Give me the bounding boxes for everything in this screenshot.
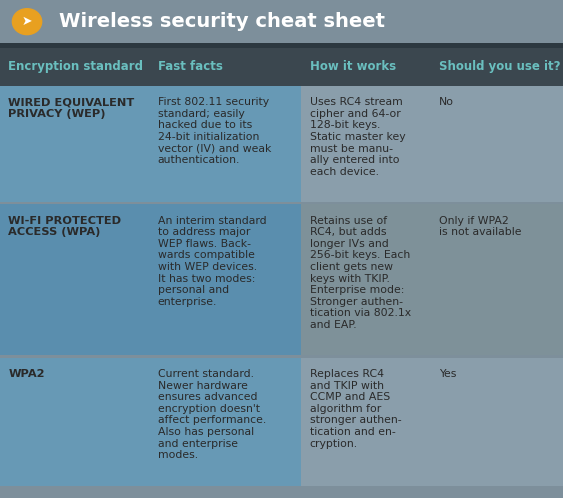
Text: Retains use of
RC4, but adds
longer IVs and
256-bit keys. Each
client gets new
k: Retains use of RC4, but adds longer IVs … — [310, 216, 411, 330]
Text: Fast facts: Fast facts — [158, 60, 222, 74]
Text: Yes: Yes — [439, 369, 457, 379]
FancyBboxPatch shape — [0, 358, 149, 486]
FancyBboxPatch shape — [0, 86, 149, 202]
FancyBboxPatch shape — [301, 204, 431, 355]
FancyBboxPatch shape — [149, 204, 301, 355]
Text: Replaces RC4
and TKIP with
CCMP and AES
algorithm for
stronger authen-
tication : Replaces RC4 and TKIP with CCMP and AES … — [310, 369, 401, 449]
Text: How it works: How it works — [310, 60, 396, 74]
Text: Should you use it?: Should you use it? — [439, 60, 561, 74]
FancyBboxPatch shape — [149, 358, 301, 486]
FancyBboxPatch shape — [0, 43, 563, 48]
FancyBboxPatch shape — [301, 358, 431, 486]
Text: WIRED EQUIVALENT
PRIVACY (WEP): WIRED EQUIVALENT PRIVACY (WEP) — [8, 97, 135, 119]
FancyBboxPatch shape — [301, 86, 431, 202]
Text: Uses RC4 stream
cipher and 64-or
128-bit keys.
Static master key
must be manu-
a: Uses RC4 stream cipher and 64-or 128-bit… — [310, 97, 405, 177]
FancyBboxPatch shape — [149, 86, 301, 202]
Text: Only if WPA2
is not available: Only if WPA2 is not available — [439, 216, 522, 237]
Text: An interim standard
to address major
WEP flaws. Back-
wards compatible
with WEP : An interim standard to address major WEP… — [158, 216, 266, 307]
FancyBboxPatch shape — [0, 0, 563, 43]
Text: ➤: ➤ — [22, 15, 32, 28]
Text: Current standard.
Newer hardware
ensures advanced
encryption doesn't
affect perf: Current standard. Newer hardware ensures… — [158, 369, 266, 460]
Circle shape — [12, 9, 42, 35]
FancyBboxPatch shape — [431, 204, 563, 355]
FancyBboxPatch shape — [431, 358, 563, 486]
FancyBboxPatch shape — [0, 48, 563, 86]
Text: No: No — [439, 97, 454, 107]
FancyBboxPatch shape — [431, 86, 563, 202]
Text: Wireless security cheat sheet: Wireless security cheat sheet — [59, 12, 385, 31]
FancyBboxPatch shape — [0, 204, 149, 355]
Text: First 802.11 security
standard; easily
hacked due to its
24-bit initialization
v: First 802.11 security standard; easily h… — [158, 97, 271, 165]
Text: WPA2: WPA2 — [8, 369, 45, 379]
Text: Encryption standard: Encryption standard — [8, 60, 144, 74]
Text: WI-FI PROTECTED
ACCESS (WPA): WI-FI PROTECTED ACCESS (WPA) — [8, 216, 122, 237]
